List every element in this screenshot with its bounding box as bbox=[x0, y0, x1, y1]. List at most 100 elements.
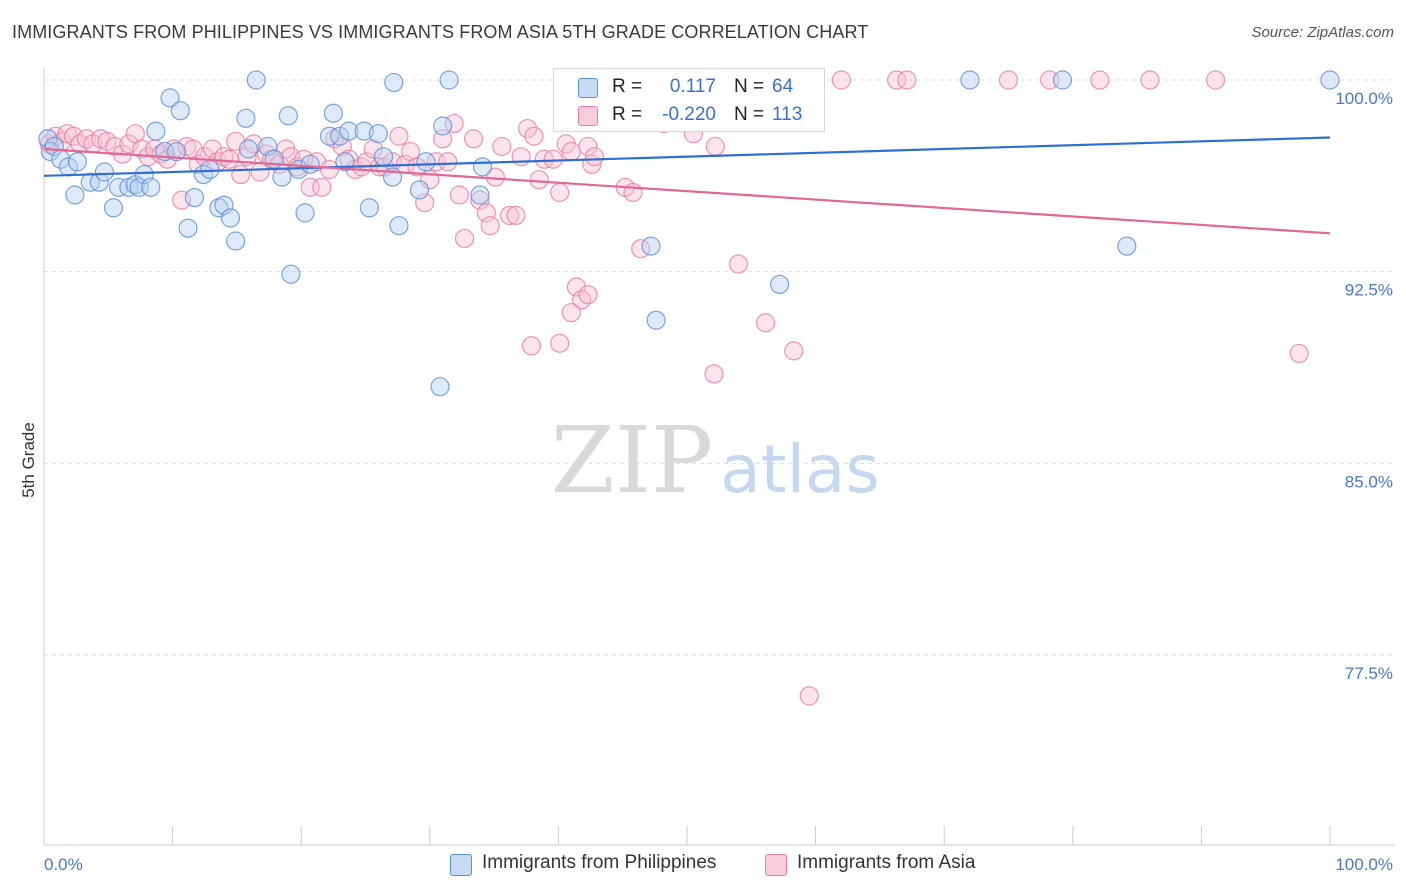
y-tick-labels: 77.5% 85.0% 92.5% 100.0% bbox=[1335, 89, 1393, 683]
philippines-point-11 bbox=[108, 177, 129, 197]
y-axis-label: 5th Grade bbox=[19, 422, 38, 498]
legend-r-value: -0.220 bbox=[662, 104, 716, 125]
asia-point-72 bbox=[492, 136, 512, 157]
stats-legend: R = 0.117 N = 64 R = -0.220 N = 113 bbox=[553, 68, 825, 132]
asia-point-109 bbox=[1205, 70, 1226, 90]
legend-n-label: N = bbox=[734, 104, 765, 125]
philippines-point-45 bbox=[339, 121, 359, 141]
asia-point-104 bbox=[897, 70, 917, 90]
philippines-point-59 bbox=[641, 236, 661, 256]
asia-point-102 bbox=[831, 70, 851, 90]
philippines-point-46 bbox=[354, 121, 374, 141]
asia-point-32 bbox=[244, 134, 264, 154]
asia-point-30 bbox=[231, 164, 251, 185]
philippines-point-23 bbox=[184, 187, 205, 208]
bottom-legend-swatch-asia bbox=[765, 854, 787, 876]
asia-point-58 bbox=[407, 157, 427, 177]
asia-point-55 bbox=[389, 126, 409, 146]
philippines-point-32 bbox=[246, 70, 266, 90]
asia-point-51 bbox=[363, 139, 383, 159]
philippines-point-41 bbox=[319, 126, 340, 146]
philippines-point-40 bbox=[300, 154, 320, 174]
philippines-point-31 bbox=[238, 139, 259, 159]
philippines-point-39 bbox=[295, 203, 315, 223]
philippines-point-49 bbox=[373, 147, 394, 167]
bottom-legend-label-asia: Immigrants from Asia bbox=[797, 852, 976, 873]
philippines-point-6 bbox=[65, 185, 85, 205]
philippines-point-43 bbox=[330, 126, 350, 146]
asia-point-67 bbox=[463, 129, 484, 149]
asia-point-77 bbox=[524, 126, 544, 146]
philippines-point-17 bbox=[146, 121, 166, 141]
asia-point-112 bbox=[571, 290, 592, 310]
bottom-legend-swatch-philippines bbox=[450, 854, 472, 876]
philippines-point-16 bbox=[141, 177, 161, 197]
asia-point-81 bbox=[550, 182, 570, 203]
philippines-point-36 bbox=[278, 106, 298, 126]
y-tick-label-0: 77.5% bbox=[1345, 664, 1393, 683]
x-tick-labels: 0.0% 100.0% bbox=[44, 855, 1393, 874]
philippines-point-62 bbox=[1052, 70, 1073, 90]
asia-point-74 bbox=[506, 205, 526, 226]
watermark: ZIP atlas bbox=[551, 407, 880, 514]
asia-point-103 bbox=[887, 70, 907, 90]
asia-point-111 bbox=[566, 277, 587, 297]
asia-point-64 bbox=[444, 113, 464, 134]
asia-point-115 bbox=[521, 336, 541, 356]
asia-point-96 bbox=[705, 136, 725, 157]
philippines-point-66 bbox=[1117, 236, 1137, 256]
asia-point-120 bbox=[784, 341, 804, 361]
philippines-point-22 bbox=[178, 218, 198, 238]
trend-line-asia bbox=[43, 147, 1331, 235]
philippines-point-65 bbox=[646, 310, 666, 330]
asia-point-66 bbox=[454, 228, 475, 249]
philippines-point-64 bbox=[430, 377, 450, 397]
philippines-point-57 bbox=[470, 185, 490, 205]
legend-row-asia: R = -0.220 N = 113 bbox=[554, 102, 824, 128]
philippines-point-60 bbox=[769, 274, 790, 295]
asia-point-70 bbox=[480, 216, 500, 236]
asia-point-113 bbox=[578, 285, 598, 305]
philippines-point-51 bbox=[389, 216, 409, 236]
philippines-point-10 bbox=[103, 198, 124, 218]
philippines-point-19 bbox=[160, 88, 180, 108]
asia-point-87 bbox=[584, 147, 605, 167]
philippines-point-37 bbox=[281, 264, 301, 284]
asia-point-83 bbox=[561, 141, 581, 162]
asia-point-108 bbox=[1140, 70, 1160, 90]
asia-point-76 bbox=[517, 118, 538, 139]
asia-point-28 bbox=[219, 149, 239, 169]
asia-point-117 bbox=[704, 364, 724, 384]
asia-point-85 bbox=[578, 136, 598, 157]
philippines-point-28 bbox=[220, 208, 241, 228]
source-credit: Source: ZipAtlas.com bbox=[1251, 24, 1394, 41]
series-asia-points bbox=[39, 70, 1309, 706]
asia-point-25 bbox=[202, 139, 223, 159]
legend-r-label: R = bbox=[612, 76, 643, 97]
asia-point-105 bbox=[998, 70, 1019, 90]
asia-point-63 bbox=[438, 152, 458, 172]
asia-point-41 bbox=[300, 177, 320, 197]
philippines-point-1 bbox=[40, 141, 61, 162]
axes bbox=[43, 68, 1395, 846]
asia-point-59 bbox=[415, 193, 435, 213]
asia-point-80 bbox=[543, 149, 563, 169]
philippines-point-42 bbox=[323, 103, 343, 123]
philippines-point-35 bbox=[272, 167, 292, 187]
y-tick-label-1: 85.0% bbox=[1345, 472, 1393, 491]
asia-point-121 bbox=[799, 686, 819, 706]
asia-point-114 bbox=[561, 302, 581, 323]
y-tick-label-3: 100.0% bbox=[1335, 89, 1393, 108]
legend-swatch-philippines bbox=[578, 78, 598, 98]
legend-n-label: N = bbox=[734, 76, 765, 97]
philippines-point-48 bbox=[368, 124, 388, 144]
asia-point-116 bbox=[550, 333, 570, 353]
legend-r-value: 0.117 bbox=[669, 76, 716, 97]
asia-point-44 bbox=[319, 159, 340, 180]
philippines-point-47 bbox=[359, 198, 379, 218]
trend-lines bbox=[43, 136, 1331, 235]
legend-row-philippines: R = 0.117 N = 64 bbox=[554, 74, 824, 100]
philippines-point-25 bbox=[200, 159, 220, 180]
philippines-point-52 bbox=[384, 72, 404, 93]
